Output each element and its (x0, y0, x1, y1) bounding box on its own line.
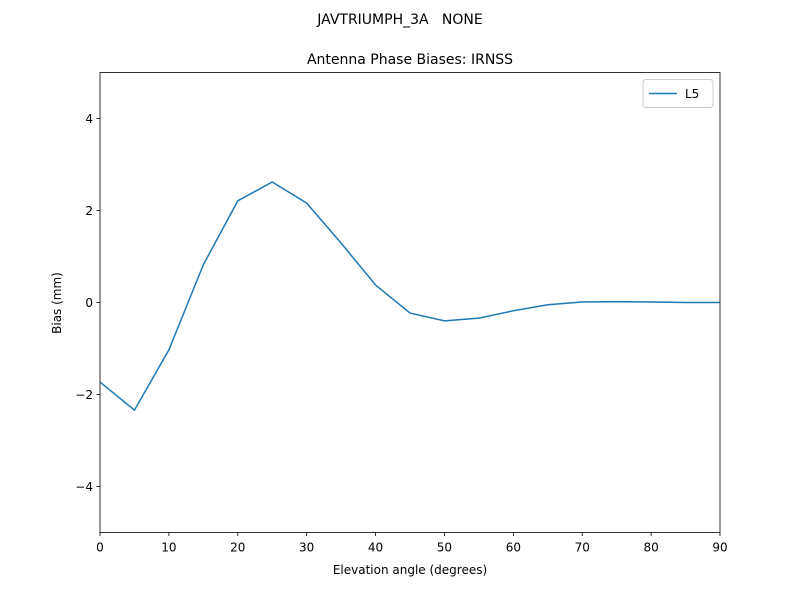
x-tick-label: 30 (299, 541, 314, 555)
legend-label: L5 (685, 87, 699, 101)
y-tick-label: −4 (75, 480, 93, 494)
suptitle: JAVTRIUMPH_3A NONE (316, 12, 483, 28)
legend-box (642, 79, 714, 108)
x-tick-label: 90 (712, 541, 727, 555)
x-tick-label: 20 (230, 541, 245, 555)
y-tick-label: −2 (75, 388, 93, 402)
x-axis-label: Elevation angle (degrees) (333, 563, 487, 577)
y-axis-label: Bias (mm) (50, 272, 64, 334)
x-tick-label: 10 (161, 541, 176, 555)
y-tick-label: 2 (85, 204, 93, 218)
x-tick-label: 40 (368, 541, 383, 555)
x-tick-label: 60 (506, 541, 521, 555)
x-tick-label: 80 (643, 541, 658, 555)
x-tick-label: 50 (437, 541, 452, 555)
x-tick-label: 70 (575, 541, 590, 555)
data-line (100, 181, 720, 412)
chart-title: Antenna Phase Biases: IRNSS (307, 52, 513, 68)
plot-frame (99, 72, 721, 533)
y-tick-label: 0 (85, 296, 93, 310)
x-tick-label: 0 (96, 541, 104, 555)
y-tick-label: 4 (85, 112, 93, 126)
